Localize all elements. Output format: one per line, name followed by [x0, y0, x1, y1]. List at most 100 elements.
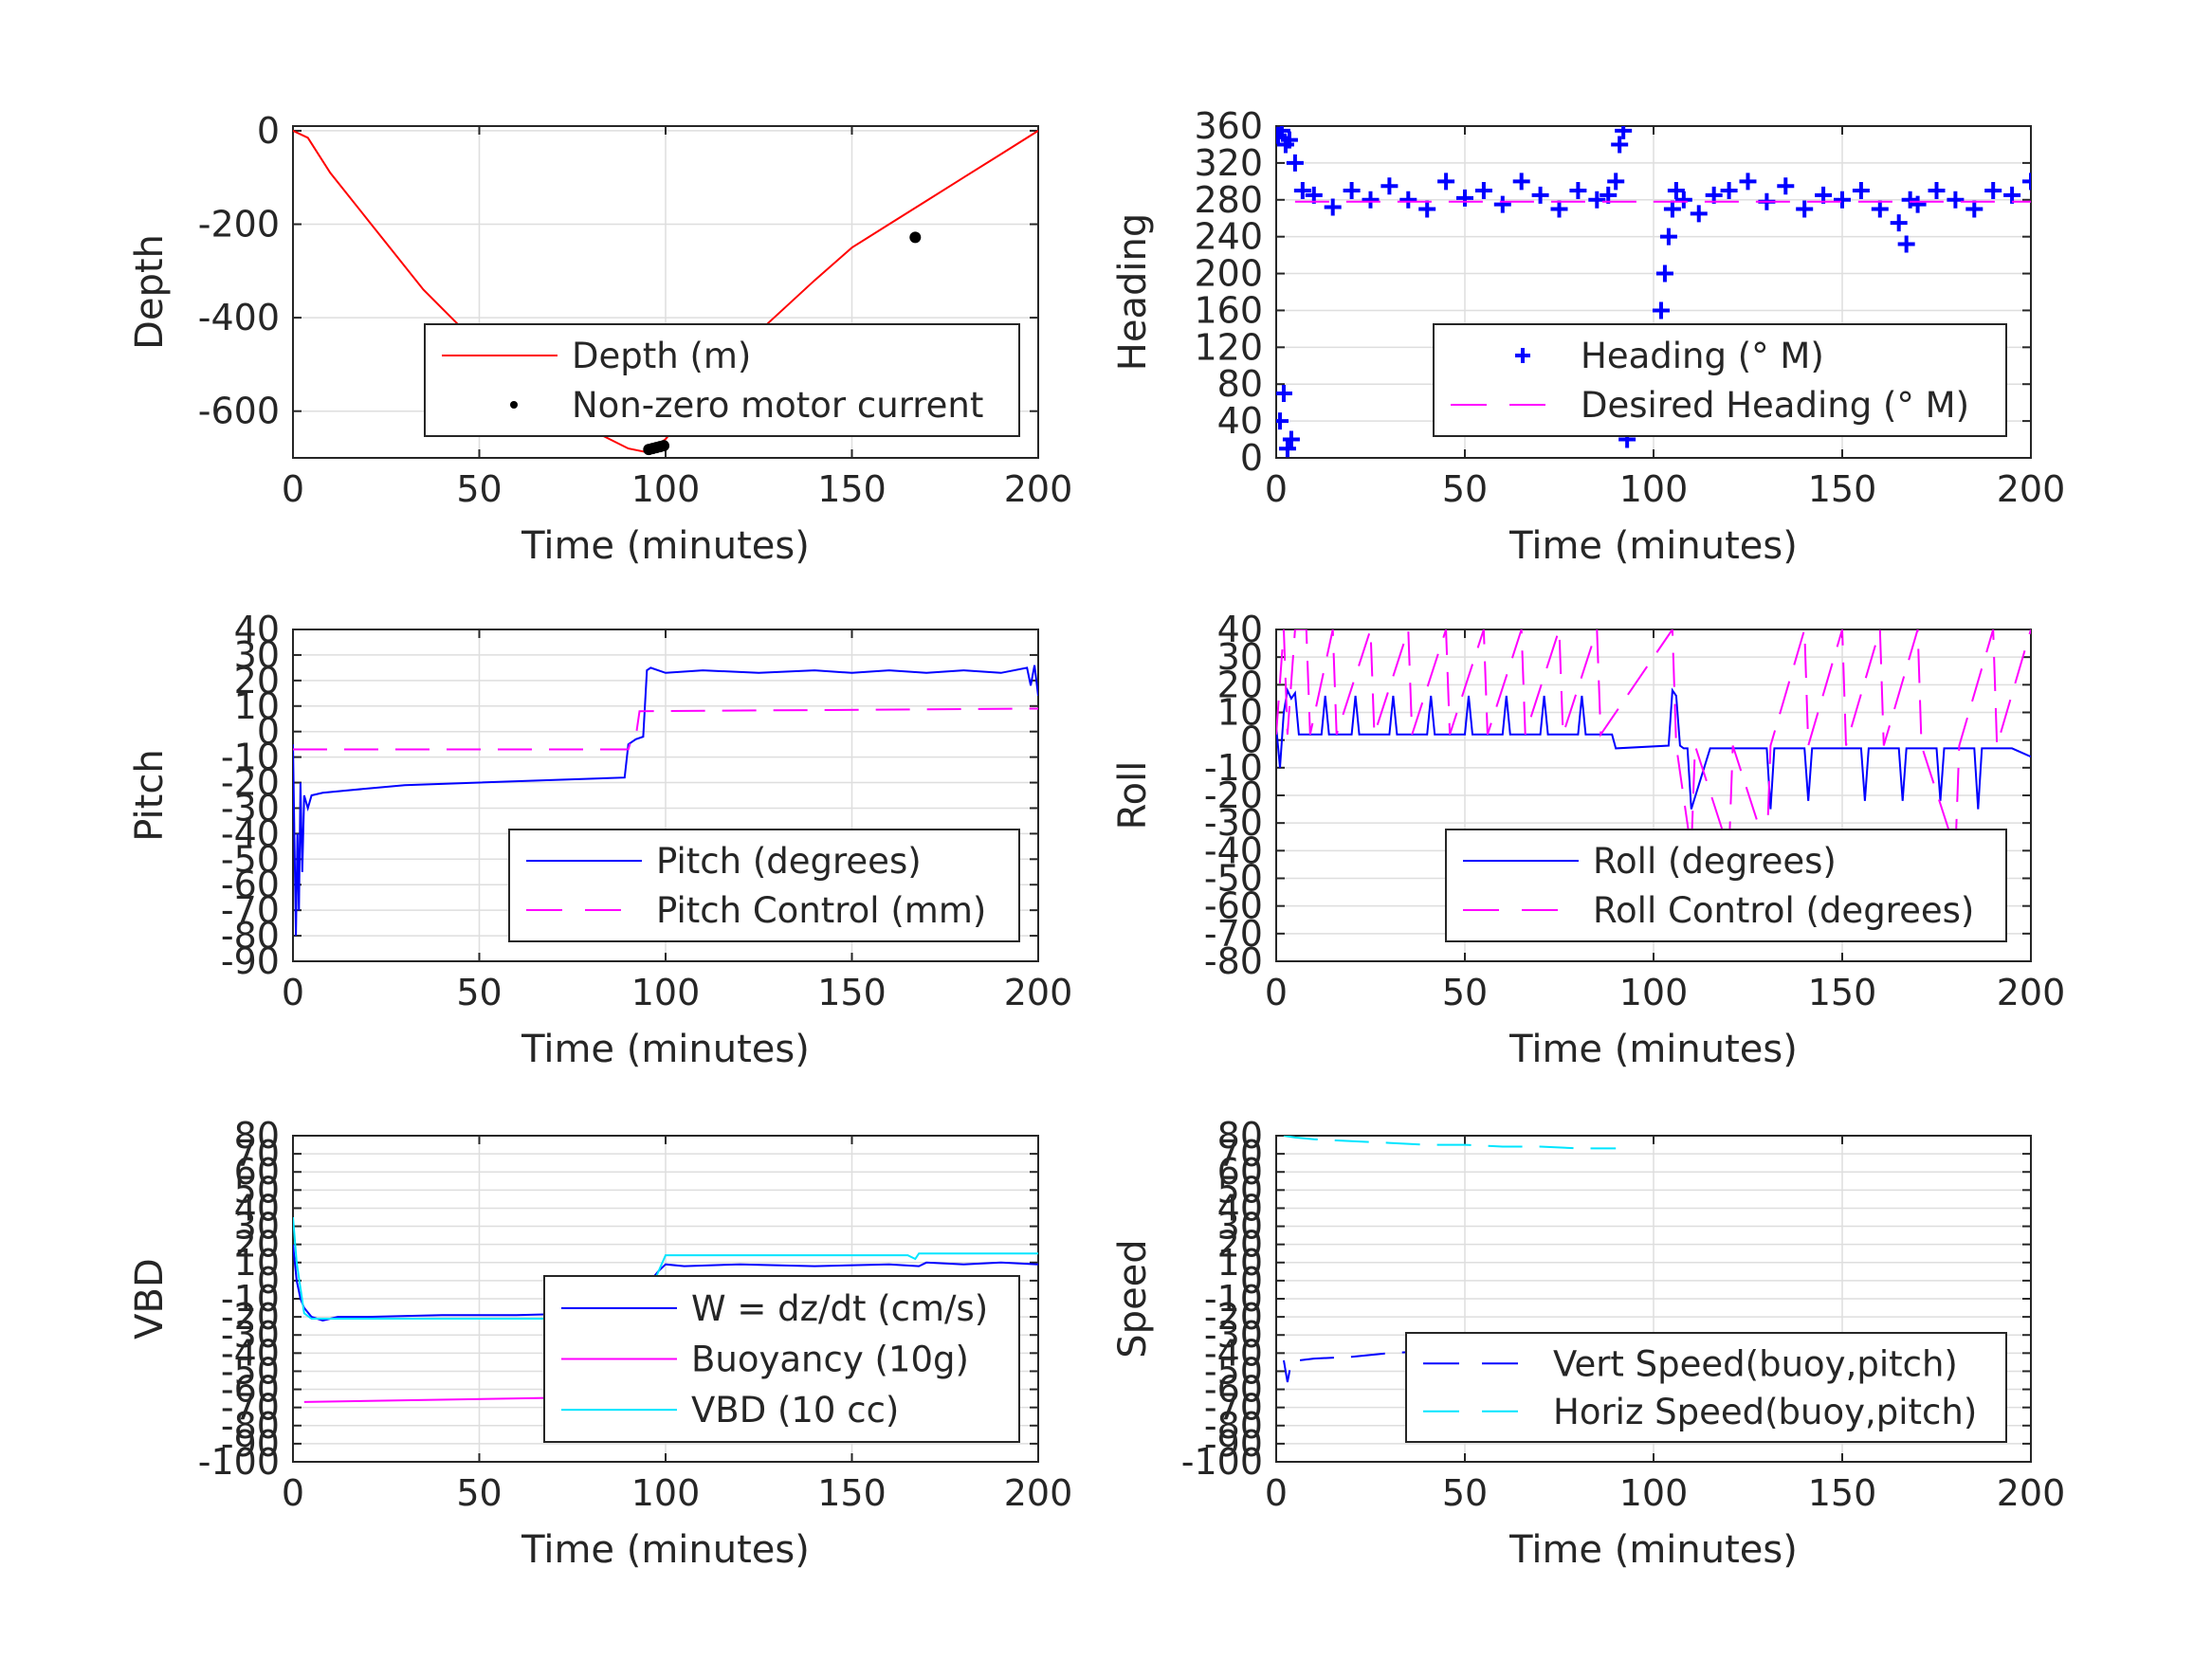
y-tick-label: 30	[1217, 1206, 1263, 1248]
legend-swatch	[510, 401, 518, 409]
data-point	[1282, 430, 1300, 448]
y-axis-label: Roll	[1111, 761, 1155, 830]
data-point	[1399, 191, 1417, 209]
legend-label: Depth (m)	[572, 336, 751, 376]
subplot-6: 0 50 100 150 200-100-90-80-70-60-50-40-30-20…	[1111, 1115, 2065, 1572]
plot-area	[1276, 629, 2031, 851]
x-tick-label: 100	[631, 972, 701, 1013]
y-tick-label: 20	[1217, 664, 1263, 705]
y-tick-label: -50	[221, 1350, 280, 1392]
legend-label: VBD (10 cc)	[691, 1390, 899, 1431]
y-tick-label: 360	[1194, 105, 1263, 147]
data-point	[1276, 384, 1292, 402]
series-2	[643, 231, 922, 456]
y-tick-label: -80	[221, 1405, 280, 1447]
y-tick-label: 320	[1194, 142, 1263, 184]
y-tick-label: -30	[221, 1314, 280, 1356]
data-point	[1690, 205, 1708, 223]
y-tick-label: 160	[1194, 289, 1263, 331]
data-point	[1569, 182, 1587, 200]
legend-box	[1433, 323, 2007, 437]
y-tick-label: -70	[221, 889, 280, 931]
y-tick-label: -600	[198, 391, 280, 432]
data-point	[1652, 301, 1670, 319]
y-tick-label: -50	[1204, 1350, 1263, 1392]
x-axis-label: Time (minutes)	[521, 1028, 810, 1071]
plot-area	[1276, 126, 2031, 458]
series-line	[293, 665, 1038, 937]
y-tick-label: 40	[234, 609, 280, 650]
data-point	[1965, 200, 1983, 218]
x-tick-label: 150	[1808, 468, 1877, 510]
data-point	[1667, 182, 1685, 200]
x-tick-label: 0	[282, 1472, 304, 1514]
x-axis-label: Time (minutes)	[1508, 1028, 1798, 1071]
y-axis-label: Heading	[1111, 213, 1155, 371]
y-tick-label: -50	[1204, 858, 1263, 900]
y-tick-label: 70	[1217, 1133, 1263, 1175]
x-tick-label: 150	[817, 468, 887, 510]
data-point	[1611, 136, 1629, 154]
legend: Roll (degrees) Roll Control (degrees)	[1445, 829, 2007, 942]
x-tick-label: 50	[1442, 972, 1488, 1013]
data-point	[1362, 191, 1380, 209]
data-point	[1852, 182, 1870, 200]
x-tick-label: 100	[631, 468, 701, 510]
data-point	[1655, 264, 1673, 283]
y-tick-label: -90	[221, 940, 280, 982]
data-point	[2022, 173, 2031, 191]
data-point	[658, 440, 670, 452]
legend-label: Buoyancy (10g)	[691, 1340, 969, 1380]
y-tick-label: -30	[221, 787, 280, 829]
y-tick-label: 40	[1217, 400, 1263, 442]
x-axis-label: Time (minutes)	[521, 524, 810, 568]
x-tick-label: 150	[1808, 972, 1877, 1013]
series-2	[293, 707, 1038, 751]
y-tick-label: -90	[221, 1423, 280, 1465]
y-tick-label: 80	[1217, 1115, 1263, 1157]
data-point	[1276, 126, 1290, 139]
data-point	[1947, 191, 1965, 209]
y-tick-label: 60	[234, 1151, 280, 1193]
y-tick-label: 50	[1217, 1169, 1263, 1211]
legend-label: Non-zero motor current	[572, 385, 983, 426]
data-point	[1615, 126, 1633, 139]
data-point	[1512, 173, 1530, 191]
series-2	[1276, 629, 2031, 851]
legend: Vert Speed(buoy,pitch) Horiz Speed(buoy,p…	[1405, 1332, 2007, 1443]
y-tick-label: -20	[221, 762, 280, 804]
subplot-4: 0 50 100 150 200-80-70-60-50-40-30-20-100102…	[1111, 609, 2065, 1071]
data-point	[1720, 182, 1738, 200]
data-point	[1280, 131, 1298, 149]
data-point	[1739, 173, 1757, 191]
x-tick-label: 50	[456, 1472, 502, 1514]
subplot-1: 0 50 100 150 200 0 -200 -400 -600 Time (minutes) D…	[128, 110, 1072, 568]
y-tick-label: -60	[221, 864, 280, 905]
x-axis-label: Time (minutes)	[521, 1528, 810, 1572]
y-axis-label: VBD	[128, 1258, 172, 1340]
y-tick-label: 10	[1217, 1242, 1263, 1284]
y-tick-label: -40	[1204, 830, 1263, 871]
y-tick-label: 10	[234, 1242, 280, 1284]
x-tick-label: 150	[817, 1472, 887, 1514]
x-tick-label: 0	[282, 468, 304, 510]
y-tick-label: 0	[1240, 437, 1263, 479]
series-line	[293, 707, 1038, 751]
x-axis-label: Time (minutes)	[1508, 1528, 1798, 1572]
data-point	[1607, 173, 1625, 191]
data-point	[1343, 182, 1361, 200]
y-tick-label: -70	[221, 1387, 280, 1429]
y-tick-label: -10	[221, 1278, 280, 1320]
data-point	[909, 231, 922, 244]
y-tick-label: -80	[1204, 1405, 1263, 1447]
legend-box	[424, 323, 1020, 437]
subplot-2: 0 50 100 150 20004080120160200240280320360Ti…	[1111, 105, 2065, 568]
data-point	[1796, 200, 1814, 218]
data-point	[1437, 173, 1455, 191]
y-axis-label: Pitch	[128, 749, 172, 841]
legend: W = dz/dt (cm/s) Buoyancy (10g) VBD (10 cc…	[543, 1275, 1020, 1443]
series-1	[1276, 126, 2031, 458]
x-tick-label: 0	[1265, 1472, 1288, 1514]
x-tick-label: 100	[631, 1472, 701, 1514]
data-point	[1871, 200, 1889, 218]
